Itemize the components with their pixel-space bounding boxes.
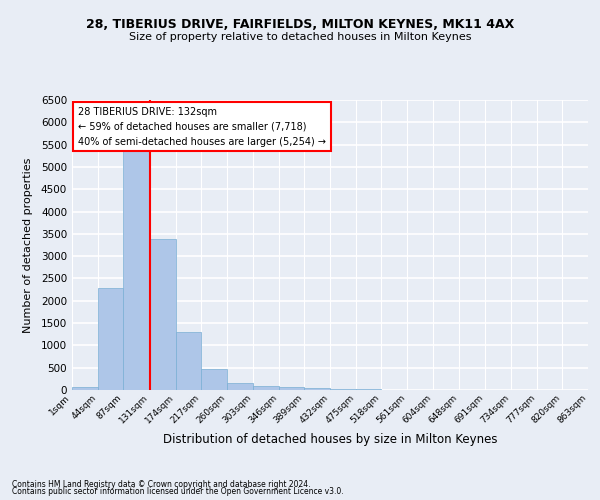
Text: Size of property relative to detached houses in Milton Keynes: Size of property relative to detached ho… (129, 32, 471, 42)
Text: Contains public sector information licensed under the Open Government Licence v3: Contains public sector information licen… (12, 488, 344, 496)
Bar (227, 383, 253, 390)
Bar (330, 389, 356, 390)
Bar (150, 239, 176, 390)
Text: Contains HM Land Registry data © Crown copyright and database right 2024.: Contains HM Land Registry data © Crown c… (12, 480, 311, 489)
Bar (72, 387, 98, 390)
Bar (176, 332, 201, 390)
Text: Distribution of detached houses by size in Milton Keynes: Distribution of detached houses by size … (163, 432, 497, 446)
Bar (98, 288, 124, 390)
Y-axis label: Number of detached properties: Number of detached properties (23, 158, 32, 332)
Text: 28 TIBERIUS DRIVE: 132sqm
← 59% of detached houses are smaller (7,718)
40% of se: 28 TIBERIUS DRIVE: 132sqm ← 59% of detac… (78, 107, 326, 146)
Bar (201, 368, 227, 390)
Text: 28, TIBERIUS DRIVE, FAIRFIELDS, MILTON KEYNES, MK11 4AX: 28, TIBERIUS DRIVE, FAIRFIELDS, MILTON K… (86, 18, 514, 30)
Bar (124, 148, 150, 390)
Bar (304, 388, 330, 390)
Bar (278, 387, 304, 390)
Bar (253, 386, 278, 390)
